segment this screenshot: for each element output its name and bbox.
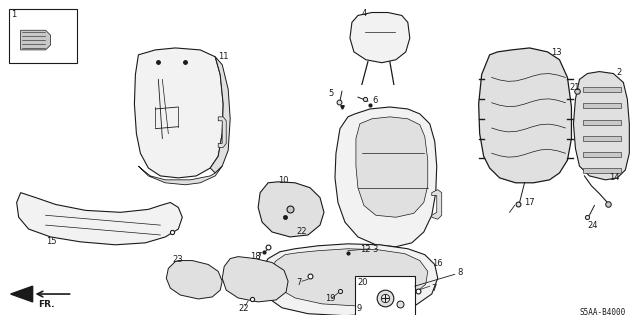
Bar [584,87,621,92]
Bar [584,103,621,108]
Text: 23: 23 [172,255,183,263]
Polygon shape [11,286,33,302]
Text: 22: 22 [238,304,249,313]
Polygon shape [134,48,223,178]
Text: 1: 1 [11,10,16,19]
Text: 6: 6 [372,96,377,105]
Polygon shape [573,71,629,180]
Polygon shape [138,166,222,185]
Text: 12: 12 [360,245,371,254]
Text: 15: 15 [45,237,56,246]
Bar [584,152,621,157]
Text: 16: 16 [432,259,442,268]
Text: 21: 21 [570,83,580,93]
Text: 5: 5 [328,89,333,98]
Polygon shape [258,182,324,237]
Text: 7: 7 [432,284,437,293]
Text: 19: 19 [325,294,335,303]
Text: 14: 14 [609,173,620,182]
Text: 2: 2 [616,68,621,77]
Polygon shape [479,48,572,183]
Text: S5AA-B4000: S5AA-B4000 [579,308,626,317]
Text: 13: 13 [552,48,562,57]
Bar [584,136,621,141]
Polygon shape [17,193,182,245]
Text: 3: 3 [372,245,377,254]
Text: 18: 18 [250,252,260,261]
Polygon shape [210,57,230,173]
Bar [584,120,621,124]
Polygon shape [262,244,438,316]
Polygon shape [350,12,410,63]
Polygon shape [272,249,428,306]
Text: 4: 4 [362,9,367,18]
Bar [355,276,415,319]
Text: 7: 7 [296,278,301,287]
Text: FR.: FR. [38,300,55,309]
Bar [584,168,621,173]
Text: 9: 9 [357,304,362,313]
Text: 20: 20 [357,278,367,287]
Text: 24: 24 [588,221,598,230]
Polygon shape [218,117,226,147]
Text: 10: 10 [278,176,289,185]
Text: 11: 11 [218,52,228,61]
Polygon shape [432,190,442,219]
Polygon shape [222,256,288,302]
Polygon shape [356,117,428,217]
Bar [9,9,77,63]
Text: 17: 17 [525,197,535,207]
Text: 8: 8 [458,268,463,278]
Polygon shape [20,30,51,50]
Text: 22: 22 [296,227,307,236]
Polygon shape [335,107,436,247]
Text: 7: 7 [256,252,262,261]
Polygon shape [166,261,222,299]
